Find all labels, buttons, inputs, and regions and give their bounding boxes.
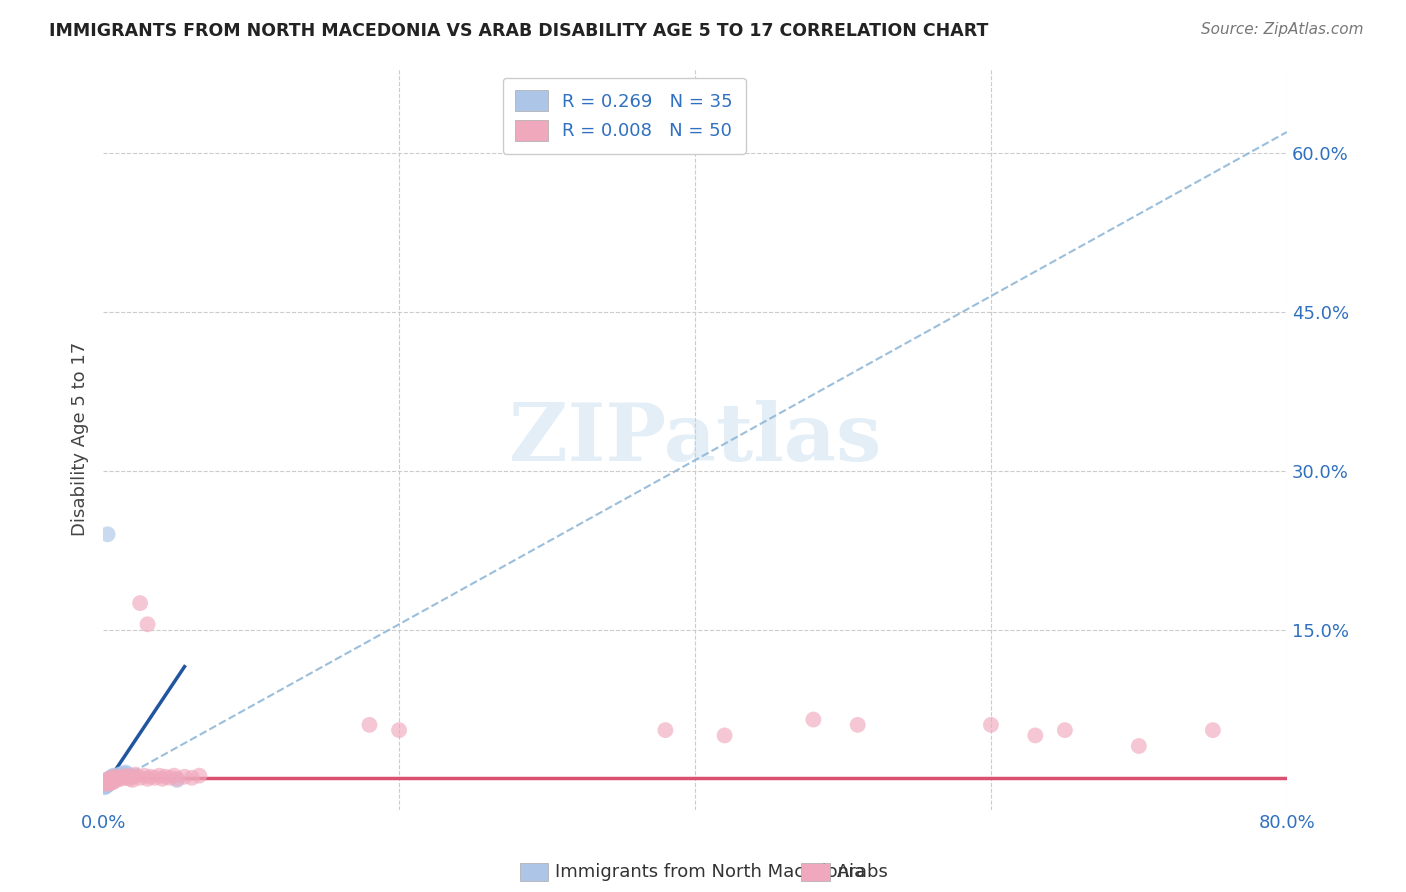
Point <box>93 779 115 793</box>
Point <box>107 771 129 785</box>
Point <box>148 769 170 783</box>
Point <box>97 777 120 791</box>
Point <box>134 769 156 783</box>
Point <box>139 770 162 784</box>
Point <box>107 770 129 784</box>
Text: Arabs: Arabs <box>837 863 889 881</box>
Point <box>103 772 125 786</box>
Point <box>1053 723 1076 738</box>
Point <box>125 767 148 781</box>
Point <box>166 772 188 786</box>
Point <box>163 769 186 783</box>
Point <box>121 770 143 784</box>
Point <box>111 770 134 784</box>
Point <box>97 527 120 541</box>
Point <box>98 772 121 786</box>
Point <box>114 771 136 785</box>
Point <box>104 770 127 784</box>
Point <box>110 772 132 786</box>
Point <box>136 617 159 632</box>
Point <box>104 772 127 786</box>
Point <box>121 769 143 783</box>
Point <box>94 776 117 790</box>
Point <box>93 780 115 795</box>
Point <box>98 776 121 790</box>
Text: Immigrants from North Macedonia: Immigrants from North Macedonia <box>555 863 866 881</box>
Point <box>388 723 411 738</box>
Point <box>97 778 120 792</box>
Point <box>105 769 128 783</box>
Point <box>166 772 188 787</box>
Point <box>103 771 125 785</box>
Point <box>97 772 120 787</box>
Point <box>159 771 181 785</box>
Point <box>100 776 122 790</box>
Point <box>97 775 120 789</box>
Point <box>129 596 152 610</box>
Point <box>1202 723 1225 738</box>
Text: IMMIGRANTS FROM NORTH MACEDONIA VS ARAB DISABILITY AGE 5 TO 17 CORRELATION CHART: IMMIGRANTS FROM NORTH MACEDONIA VS ARAB … <box>49 22 988 40</box>
Point <box>173 770 195 784</box>
Point <box>1024 728 1046 742</box>
Point <box>801 713 824 727</box>
Point <box>115 766 138 780</box>
Point <box>713 728 735 742</box>
Point <box>112 767 135 781</box>
Point <box>98 774 121 789</box>
Point <box>103 769 125 783</box>
Point <box>103 772 125 787</box>
Point <box>188 769 211 783</box>
Point <box>104 770 127 784</box>
Point <box>150 772 173 786</box>
Point <box>94 778 117 792</box>
Point <box>94 776 117 790</box>
Point <box>94 772 117 787</box>
Point <box>94 779 117 793</box>
Point <box>105 771 128 785</box>
Point <box>108 767 131 781</box>
Point <box>105 772 128 787</box>
Point <box>110 769 132 783</box>
Point <box>114 765 136 780</box>
Point <box>1128 739 1150 753</box>
Point <box>98 775 121 789</box>
Point <box>115 769 138 783</box>
Point <box>136 772 159 786</box>
Point <box>101 774 124 789</box>
Point <box>118 772 141 786</box>
Point <box>101 772 124 786</box>
Point <box>103 775 125 789</box>
Point <box>101 774 124 789</box>
Legend: R = 0.269   N = 35, R = 0.008   N = 50: R = 0.269 N = 35, R = 0.008 N = 50 <box>503 78 745 153</box>
Point <box>143 771 166 785</box>
Point <box>97 775 120 789</box>
Point <box>359 718 381 732</box>
Point <box>100 771 122 785</box>
Point <box>155 770 177 784</box>
Point <box>180 771 202 785</box>
Point <box>100 772 122 787</box>
Point <box>654 723 676 738</box>
Text: ZIPatlas: ZIPatlas <box>509 400 882 478</box>
Point <box>101 771 124 785</box>
Point <box>97 777 120 791</box>
Text: Source: ZipAtlas.com: Source: ZipAtlas.com <box>1201 22 1364 37</box>
Point <box>129 771 152 785</box>
Point <box>980 718 1002 732</box>
Y-axis label: Disability Age 5 to 17: Disability Age 5 to 17 <box>72 342 89 536</box>
Point <box>111 766 134 780</box>
Point <box>98 772 121 786</box>
Point <box>121 772 143 787</box>
Point <box>100 775 122 789</box>
Point <box>846 718 869 732</box>
Point <box>101 770 124 784</box>
Point <box>100 774 122 789</box>
